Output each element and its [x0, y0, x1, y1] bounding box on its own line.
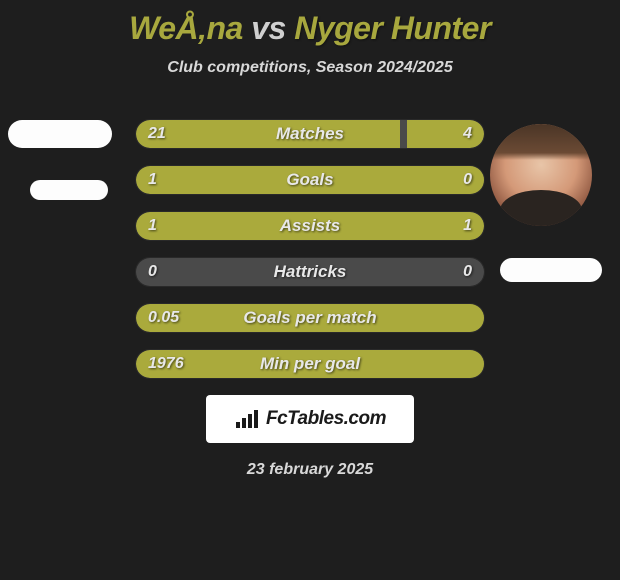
- stat-bar-row: 0.05 Goals per match: [135, 303, 485, 333]
- stat-fill-right: [407, 120, 484, 148]
- date-text: 23 february 2025: [0, 461, 620, 479]
- stat-value-left: 1: [148, 217, 157, 235]
- player2-club-badge: [500, 258, 602, 282]
- stat-value-right: 0: [463, 171, 472, 189]
- stat-fill-left: [136, 120, 400, 148]
- stat-label: Hattricks: [274, 262, 347, 282]
- stat-value-left: 0: [148, 263, 157, 281]
- logo-text: FcTables.com: [266, 408, 386, 430]
- stat-bar-row: 1 Assists 1: [135, 211, 485, 241]
- stat-label: Assists: [280, 216, 340, 236]
- stat-label: Min per goal: [260, 354, 360, 374]
- player2-avatar: [490, 124, 592, 226]
- stat-value-right: 1: [463, 217, 472, 235]
- player1-name: WeÅ‚na: [129, 10, 243, 46]
- stat-label: Goals: [286, 170, 333, 190]
- stat-bar-row: 0 Hattricks 0: [135, 257, 485, 287]
- fctables-logo: FcTables.com: [206, 395, 414, 443]
- subtitle-text: Club competitions, Season 2024/2025: [0, 59, 620, 77]
- stat-label: Matches: [276, 124, 344, 144]
- stat-value-left: 21: [148, 125, 166, 143]
- stat-label: Goals per match: [243, 308, 376, 328]
- stat-value-left: 1: [148, 171, 157, 189]
- vs-text: vs: [251, 10, 286, 46]
- stat-value-right: 0: [463, 263, 472, 281]
- stat-bars-container: 21 Matches 4 1 Goals 0 1 Assists 1 0 Hattricks 0 0.0…: [135, 119, 485, 379]
- stat-bar-row: 1976 Min per goal: [135, 349, 485, 379]
- stat-value-left: 1976: [148, 355, 184, 373]
- chart-icon: [234, 408, 260, 430]
- stat-value-right: 4: [463, 125, 472, 143]
- player1-club-badge: [30, 180, 108, 200]
- comparison-title: WeÅ‚na vs Nyger Hunter: [0, 0, 620, 47]
- stat-bar-row: 21 Matches 4: [135, 119, 485, 149]
- stat-bar-row: 1 Goals 0: [135, 165, 485, 195]
- player1-avatar: [8, 120, 112, 148]
- player2-name: Nyger Hunter: [294, 10, 491, 46]
- stat-value-left: 0.05: [148, 309, 179, 327]
